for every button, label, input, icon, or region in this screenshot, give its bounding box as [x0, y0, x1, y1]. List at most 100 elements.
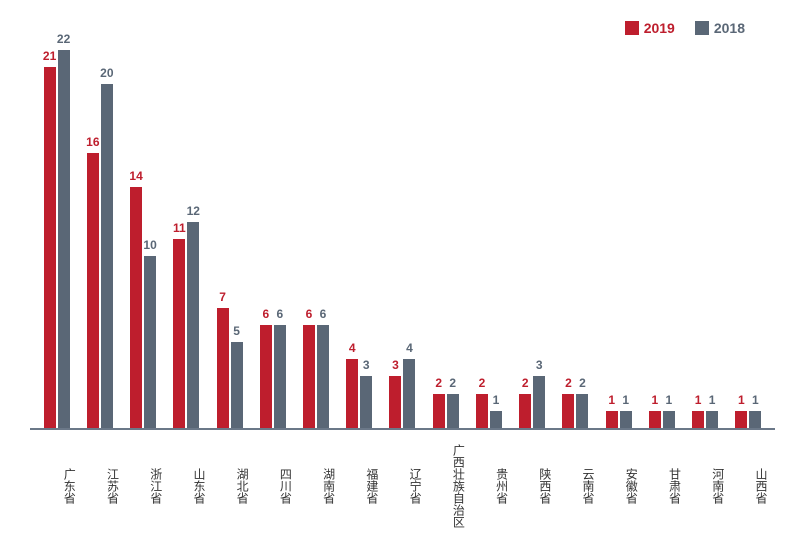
bar: 6 [303, 325, 315, 428]
bar-value-label: 6 [320, 307, 327, 321]
bar-value-label: 21 [43, 49, 56, 63]
bar-group: 1112 [165, 222, 208, 428]
bar: 2 [433, 394, 445, 428]
legend-swatch [695, 21, 709, 35]
bar: 6 [317, 325, 329, 428]
bar: 1 [735, 411, 747, 428]
x-axis-label: 湖北省 [208, 430, 251, 542]
bar-value-label: 1 [752, 393, 759, 407]
x-axis-label: 广西壮族自治区 [424, 430, 467, 542]
bar-value-label: 12 [187, 204, 200, 218]
bar-group: 11 [727, 411, 770, 428]
bar: 1 [606, 411, 618, 428]
bar-value-label: 5 [233, 324, 240, 338]
bar-value-label: 2 [579, 376, 586, 390]
bar: 1 [620, 411, 632, 428]
bar-value-label: 14 [129, 169, 142, 183]
bar-group: 11 [640, 411, 683, 428]
bar: 7 [217, 308, 229, 428]
bar-value-label: 1 [709, 393, 716, 407]
x-axis-label: 山西省 [727, 430, 770, 542]
legend-swatch [625, 21, 639, 35]
bar: 4 [346, 359, 358, 428]
x-axis-label: 山东省 [165, 430, 208, 542]
bar: 20 [101, 84, 113, 428]
legend-label: 2019 [644, 20, 675, 36]
bar-value-label: 11 [173, 221, 186, 235]
bar: 22 [58, 50, 70, 428]
bar: 14 [130, 187, 142, 428]
x-axis-label: 福建省 [338, 430, 381, 542]
bar-value-label: 6 [262, 307, 269, 321]
x-axis-label: 陕西省 [511, 430, 554, 542]
bar-value-label: 16 [86, 135, 99, 149]
bar: 12 [187, 222, 199, 428]
bar-value-label: 2 [449, 376, 456, 390]
bar: 11 [173, 239, 185, 428]
bar: 16 [87, 153, 99, 428]
bar-group: 23 [511, 376, 554, 428]
plot-area: 2122162014101112756666433422212322111111… [30, 50, 775, 430]
x-axis-label: 湖南省 [294, 430, 337, 542]
bar-value-label: 1 [695, 393, 702, 407]
bar-value-label: 6 [276, 307, 283, 321]
bar-value-label: 10 [143, 238, 156, 252]
x-axis-label: 辽宁省 [381, 430, 424, 542]
bar-group: 11 [597, 411, 640, 428]
bar-group: 22 [424, 394, 467, 428]
bar: 2 [519, 394, 531, 428]
chart-container: 20192018 2122162014101112756666433422212… [30, 20, 775, 512]
bar-group: 2122 [35, 50, 78, 428]
bar: 1 [692, 411, 704, 428]
bar-value-label: 4 [406, 341, 413, 355]
bar: 2 [576, 394, 588, 428]
chart-legend: 2019 2018 [625, 20, 745, 36]
bar-group: 34 [381, 359, 424, 428]
bar-group: 1410 [121, 187, 164, 428]
x-axis-label: 广东省 [35, 430, 78, 542]
bar-value-label: 2 [522, 376, 529, 390]
bar: 3 [533, 376, 545, 428]
bar: 3 [360, 376, 372, 428]
bar: 1 [706, 411, 718, 428]
legend-label: 2018 [714, 20, 745, 36]
bar-group: 66 [294, 325, 337, 428]
bar-value-label: 6 [306, 307, 313, 321]
bar-group: 11 [684, 411, 727, 428]
x-axis-labels: 广东省江苏省浙江省山东省湖北省四川省湖南省福建省辽宁省广西壮族自治区贵州省陕西省… [30, 430, 775, 542]
legend-item: 2018 [695, 20, 745, 36]
bar-value-label: 1 [738, 393, 745, 407]
bar-group: 43 [338, 359, 381, 428]
bar-group: 22 [554, 394, 597, 428]
bar-value-label: 3 [363, 358, 370, 372]
bar-group: 21 [467, 394, 510, 428]
bar-value-label: 1 [666, 393, 673, 407]
bar: 21 [44, 67, 56, 428]
bar: 1 [749, 411, 761, 428]
x-axis-label: 云南省 [554, 430, 597, 542]
bar: 2 [562, 394, 574, 428]
x-axis-label: 贵州省 [467, 430, 510, 542]
bar-value-label: 2 [435, 376, 442, 390]
bar-value-label: 1 [608, 393, 615, 407]
bar-value-label: 22 [57, 32, 70, 46]
x-axis-label: 安徽省 [597, 430, 640, 542]
legend-item: 2019 [625, 20, 675, 36]
bar-group: 66 [251, 325, 294, 428]
bar: 1 [663, 411, 675, 428]
x-axis-label: 甘肃省 [640, 430, 683, 542]
bar: 2 [447, 394, 459, 428]
x-axis-label: 四川省 [251, 430, 294, 542]
bar-value-label: 2 [565, 376, 572, 390]
bar: 2 [476, 394, 488, 428]
bar: 1 [490, 411, 502, 428]
bar-value-label: 2 [479, 376, 486, 390]
bar-value-label: 1 [622, 393, 629, 407]
bar: 3 [389, 376, 401, 428]
bar-value-label: 1 [652, 393, 659, 407]
bar-value-label: 7 [219, 290, 226, 304]
bar: 4 [403, 359, 415, 428]
bar-value-label: 4 [349, 341, 356, 355]
bar: 6 [274, 325, 286, 428]
x-axis-label: 浙江省 [121, 430, 164, 542]
